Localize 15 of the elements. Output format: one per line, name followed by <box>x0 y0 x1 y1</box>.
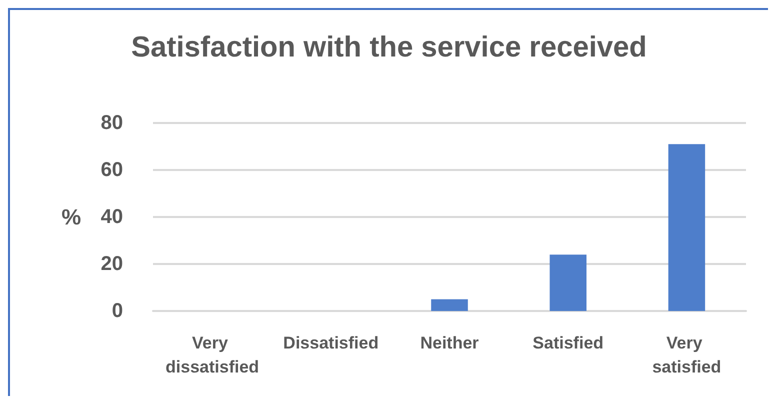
bar <box>431 299 468 311</box>
y-tick-label: 0 <box>112 300 123 322</box>
x-tick-label: Dissatisfied <box>283 334 379 352</box>
x-tick-label: Neither <box>420 334 480 352</box>
chart-title: Satisfaction with the service received <box>131 32 647 64</box>
y-tick-label: 40 <box>100 206 123 228</box>
x-tick-label: Satisfied <box>532 334 604 352</box>
y-tick-label: 20 <box>100 253 123 275</box>
bar <box>550 254 586 311</box>
y-axis-title: % <box>61 204 81 230</box>
bar <box>668 144 706 311</box>
y-tick-label: 80 <box>100 112 123 134</box>
x-tick-label: Very satisfied <box>652 334 722 376</box>
x-tick-label: Very dissatisfied <box>166 334 260 376</box>
y-tick-label: 60 <box>100 159 123 181</box>
